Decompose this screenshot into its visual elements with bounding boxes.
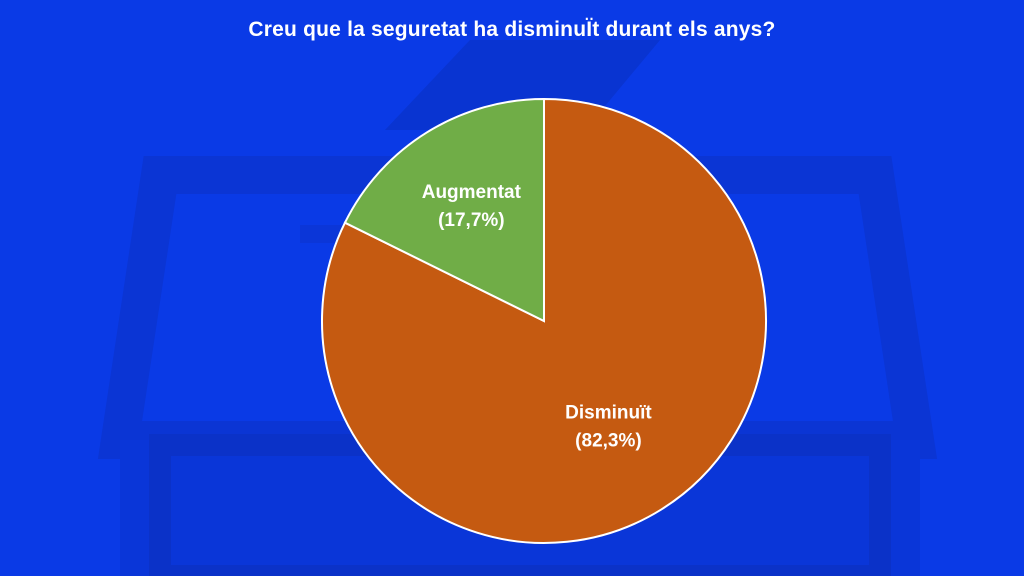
chart-title: Creu que la seguretat ha disminuÏt duran… <box>248 18 776 41</box>
pie-labels: Disminuït (82,3%) Augmentat (17,7%) <box>422 182 653 452</box>
slice-label-name: Disminuït <box>565 403 652 424</box>
slice-label-value: (82,3%) <box>575 431 642 452</box>
pie-slices <box>321 97 767 544</box>
slice-label-name: Augmentat <box>422 182 522 203</box>
pie-slice-augmentat <box>343 97 545 323</box>
slice-label-value: (17,7%) <box>438 210 505 231</box>
